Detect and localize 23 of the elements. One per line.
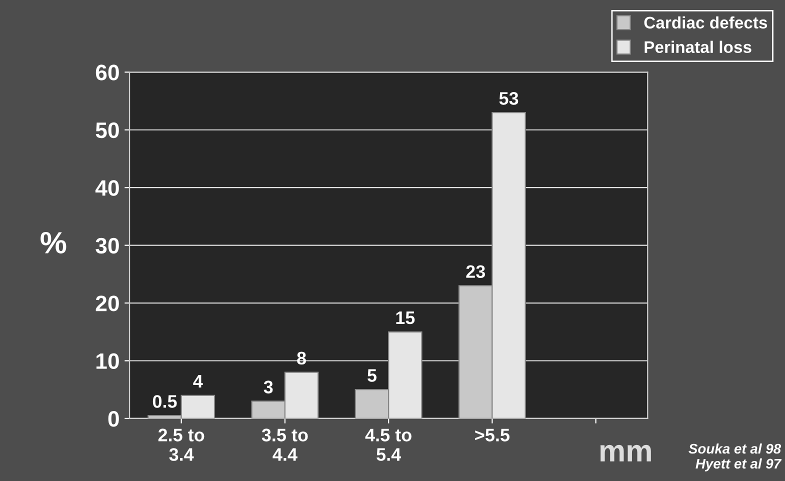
y-tick-label: 40 [95, 180, 119, 196]
y-tick-label: 30 [96, 238, 119, 254]
data-label: 53 [499, 92, 518, 105]
y-tick-label: 60 [96, 64, 119, 80]
x-tick-label: 3.5 to 4.4 [262, 428, 308, 461]
x-tick-label: 2.5 to 3.4 [158, 428, 204, 461]
legend-label: Perinatal loss [644, 40, 752, 54]
data-label: 5 [368, 369, 377, 382]
legend-label: Cardiac defects [644, 16, 768, 29]
y-tick-label: 20 [96, 296, 119, 312]
data-label: 23 [466, 265, 486, 278]
data-label: 15 [396, 312, 415, 324]
data-label: 4 [193, 375, 203, 388]
text: Souka et al 98 Hyett et al 97 [688, 443, 782, 472]
data-label: 3 [264, 380, 273, 394]
y-axis-title: % [40, 232, 66, 254]
data-label: 0.5 [152, 395, 177, 408]
y-tick-label: 10 [96, 353, 119, 370]
x-axis-title: mm [600, 444, 651, 462]
x-tick-label: >5.5 [475, 428, 510, 442]
y-tick-label: 50 [96, 122, 119, 138]
y-tick-label: 0 [108, 411, 119, 427]
x-tick-label: 4.5 to 5.4 [365, 428, 412, 461]
